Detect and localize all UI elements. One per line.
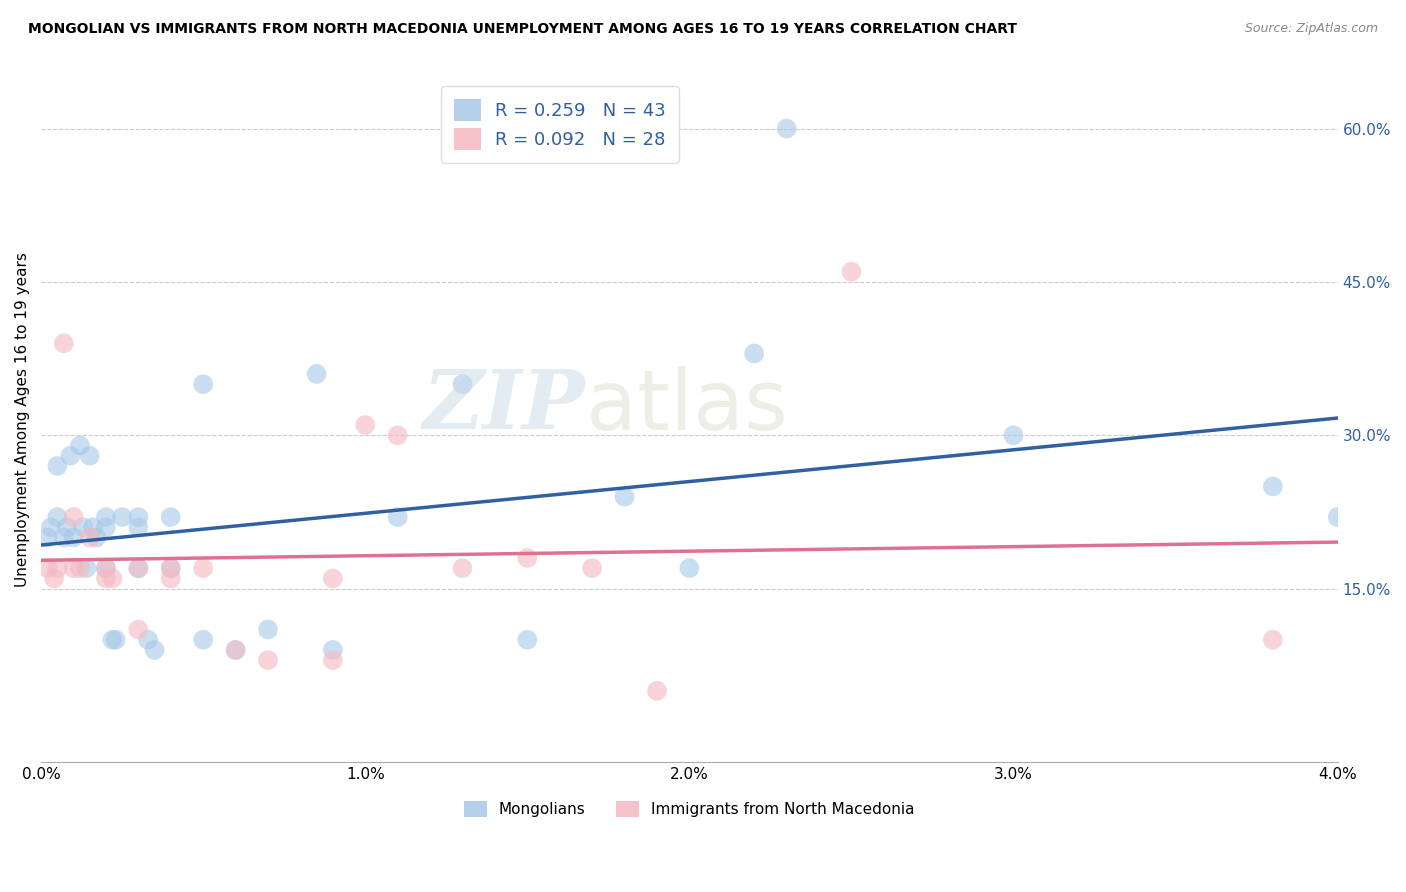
Point <box>72 520 94 534</box>
Point <box>111 510 134 524</box>
Point <box>69 438 91 452</box>
Point <box>101 632 124 647</box>
Point <box>841 265 863 279</box>
Point <box>94 561 117 575</box>
Point <box>322 571 344 585</box>
Point <box>39 520 62 534</box>
Point <box>62 531 84 545</box>
Point <box>305 367 328 381</box>
Point <box>94 510 117 524</box>
Point <box>79 531 101 545</box>
Point <box>94 520 117 534</box>
Point <box>104 632 127 647</box>
Point <box>516 632 538 647</box>
Point <box>159 561 181 575</box>
Point <box>76 561 98 575</box>
Point <box>79 449 101 463</box>
Point <box>613 490 636 504</box>
Point <box>143 643 166 657</box>
Point <box>1002 428 1025 442</box>
Point <box>322 643 344 657</box>
Point <box>322 653 344 667</box>
Point <box>257 653 280 667</box>
Legend: Mongolians, Immigrants from North Macedonia: Mongolians, Immigrants from North Macedo… <box>458 795 921 823</box>
Point <box>775 121 797 136</box>
Point <box>581 561 603 575</box>
Point <box>52 531 75 545</box>
Point <box>136 632 159 647</box>
Point <box>52 336 75 351</box>
Point <box>82 520 104 534</box>
Point <box>645 684 668 698</box>
Point <box>159 561 181 575</box>
Point <box>37 561 59 575</box>
Point <box>127 623 149 637</box>
Point <box>127 561 149 575</box>
Point <box>354 418 377 433</box>
Point <box>159 510 181 524</box>
Point <box>678 561 700 575</box>
Point <box>56 520 79 534</box>
Point <box>127 561 149 575</box>
Point <box>59 449 82 463</box>
Point <box>101 571 124 585</box>
Point <box>159 571 181 585</box>
Point <box>387 510 409 524</box>
Point <box>84 531 107 545</box>
Point <box>69 561 91 575</box>
Text: Source: ZipAtlas.com: Source: ZipAtlas.com <box>1244 22 1378 36</box>
Point <box>742 346 765 360</box>
Point <box>1326 510 1348 524</box>
Point <box>127 520 149 534</box>
Point <box>46 458 69 473</box>
Text: MONGOLIAN VS IMMIGRANTS FROM NORTH MACEDONIA UNEMPLOYMENT AMONG AGES 16 TO 19 YE: MONGOLIAN VS IMMIGRANTS FROM NORTH MACED… <box>28 22 1017 37</box>
Point <box>516 551 538 566</box>
Point <box>1261 632 1284 647</box>
Point <box>451 377 474 392</box>
Point <box>225 643 247 657</box>
Point <box>46 510 69 524</box>
Point <box>193 377 215 392</box>
Point <box>1261 479 1284 493</box>
Point <box>193 632 215 647</box>
Point <box>451 561 474 575</box>
Y-axis label: Unemployment Among Ages 16 to 19 years: Unemployment Among Ages 16 to 19 years <box>15 252 30 587</box>
Point <box>225 643 247 657</box>
Point <box>46 561 69 575</box>
Point <box>37 531 59 545</box>
Point <box>62 510 84 524</box>
Point <box>94 571 117 585</box>
Point <box>42 571 65 585</box>
Point <box>387 428 409 442</box>
Point <box>257 623 280 637</box>
Text: ZIP: ZIP <box>423 367 586 446</box>
Text: atlas: atlas <box>586 366 787 447</box>
Point <box>94 561 117 575</box>
Point <box>193 561 215 575</box>
Point <box>62 561 84 575</box>
Point <box>127 510 149 524</box>
